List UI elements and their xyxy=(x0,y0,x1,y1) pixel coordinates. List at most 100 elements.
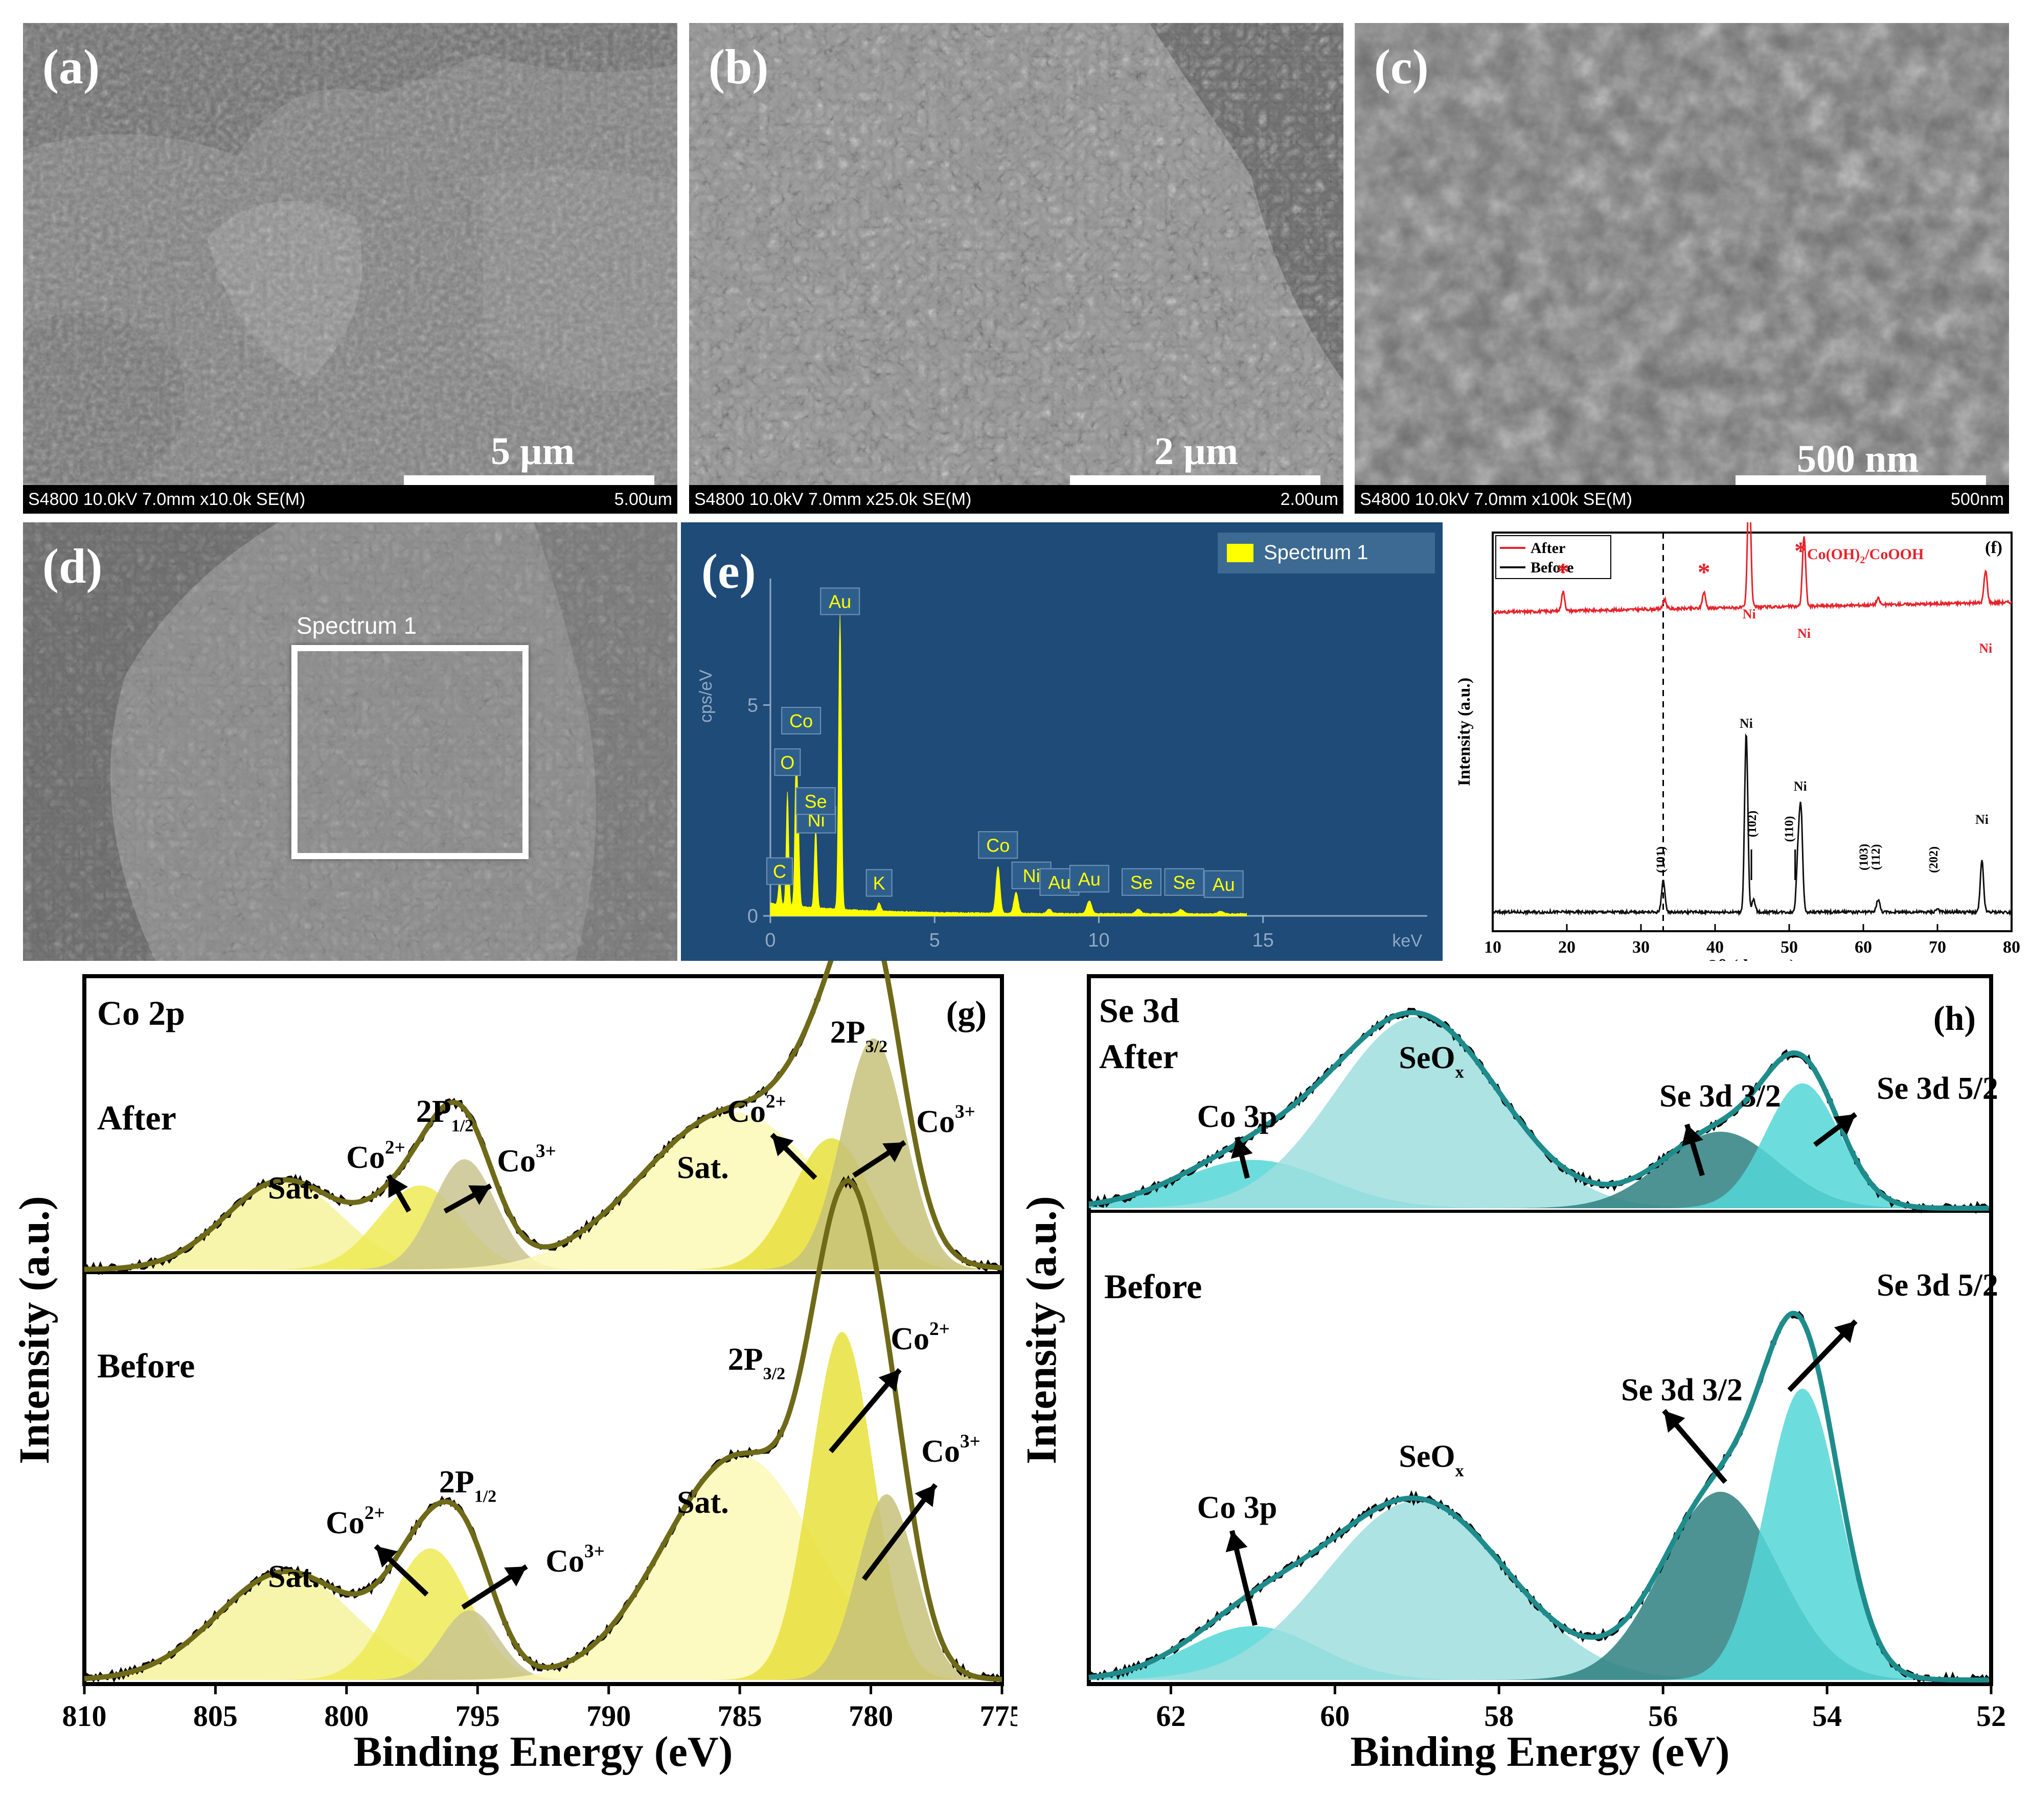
eds-y-label: cps/eV xyxy=(696,670,716,723)
co-frame xyxy=(82,974,1004,1686)
eds-peak-label: Se xyxy=(1173,872,1196,893)
eds-peak-label: O xyxy=(780,752,794,773)
se-after-label: After xyxy=(1099,1037,1178,1076)
xrd-annotation-ni: Ni xyxy=(1743,607,1756,621)
xrd-x-tick-label: 20 xyxy=(1558,938,1576,957)
se-before-se52: Se 3d 5/2 xyxy=(1877,1268,1998,1303)
xrd-legend-before: Before xyxy=(1531,559,1573,576)
xps-panel-g: 810 805 800 795 790 785 780 775 Binding Energy (… xyxy=(0,961,1017,1820)
co-after-sat2: Sat. xyxy=(677,1150,729,1185)
se-x-tick-label: 56 xyxy=(1648,1699,1678,1733)
se-before-se32: Se 3d 3/2 xyxy=(1621,1373,1743,1408)
scale-text-b: 2 µm xyxy=(1154,430,1239,473)
xrd-panel-f: 10203040506070802θ (degree)Intensity (a.… xyxy=(1452,522,2024,972)
co-x-tick-label: 785 xyxy=(718,1699,762,1733)
se-panel-label: (h) xyxy=(1933,999,1976,1038)
eds-peak-label: Se xyxy=(805,791,827,812)
eds-peak-label: Co xyxy=(986,835,1010,856)
eds-x-unit: keV xyxy=(1392,931,1422,951)
se-before-arrow-se32-head xyxy=(1664,1411,1685,1433)
sem-info-a: S4800 10.0kV 7.0mm x10.0k SE(M) xyxy=(28,490,306,509)
xrd-annotation-hkl: (110) xyxy=(1783,816,1796,842)
eds-peak-label: Co xyxy=(789,710,813,731)
co-before-arrow-co3-left-head xyxy=(504,1566,527,1587)
eds-peak-label: Ni xyxy=(1023,865,1040,886)
eds-y-tick-label: 5 xyxy=(747,695,758,717)
co-before-co3-left: Co3+ xyxy=(545,1541,605,1579)
xrd-x-tick-label: 50 xyxy=(1781,938,1798,957)
co-before-co2-left: Co2+ xyxy=(326,1503,385,1540)
co-x-tick-label: 795 xyxy=(455,1699,500,1733)
se-before-seox: SeOx xyxy=(1399,1439,1464,1481)
spectrum-box[interactable] xyxy=(291,645,529,859)
sem-footer-b: S4800 10.0kV 7.0mm x25.0k SE(M) 2.00um xyxy=(689,485,1343,514)
co-x-tick-label: 780 xyxy=(849,1699,893,1733)
co-after-2p12: 2P1/2 xyxy=(416,1094,473,1136)
xrd-annotation-hkl: (103) xyxy=(1858,844,1871,870)
xrd-x-tick-label: 10 xyxy=(1484,938,1501,957)
xrd-x-tick-label: 60 xyxy=(1855,938,1872,957)
se-x-label: Binding Energy (eV) xyxy=(1350,1728,1729,1776)
se-after-arrow-se52-head xyxy=(1833,1114,1856,1135)
co2p-chart: 810 805 800 795 790 785 780 775 Binding Energy (… xyxy=(11,961,1017,1776)
co-after-co2-right: Co2+ xyxy=(727,1091,786,1129)
co-x-label: Binding Energy (eV) xyxy=(353,1728,733,1776)
xrd-annotation-ni: Ni xyxy=(1979,641,1992,656)
eds-peak-label-box xyxy=(1122,868,1162,896)
xrd-star: * xyxy=(1557,558,1569,586)
xps-panel-h: 62 60 58 56 54 52 Binding Energy (eV) Intensity… xyxy=(1017,961,2031,1820)
eds-peak-label: Au xyxy=(829,591,851,612)
co-x-tick-label: 805 xyxy=(193,1699,238,1733)
se-before-label: Before xyxy=(1104,1267,1202,1306)
scale-text-a: 5 µm xyxy=(491,430,575,473)
eds-peak-label-box xyxy=(795,787,836,815)
se-x-tick-label: 58 xyxy=(1484,1699,1514,1733)
xrd-panel-label: (f) xyxy=(1985,538,2002,557)
scale-text-c: 500 nm xyxy=(1797,437,1919,480)
eds-peak-label-box xyxy=(766,857,793,885)
co-after-label: After xyxy=(97,1098,176,1137)
co-after-sat1: Sat. xyxy=(268,1171,320,1206)
panel-label-d: (d) xyxy=(42,539,103,593)
xrd-series-after xyxy=(1492,522,2013,616)
co-x-tick-label: 810 xyxy=(62,1699,107,1733)
se-y-label: Intensity (a.u.) xyxy=(1018,1196,1065,1464)
co-x-tick-label: 800 xyxy=(324,1699,369,1733)
xrd-x-tick-label: 80 xyxy=(2003,938,2020,957)
co-before-arrow-co2-left-head xyxy=(376,1546,398,1568)
co-before-component xyxy=(84,1494,1002,1680)
co-before-label: Before xyxy=(97,1346,195,1385)
se-x-tick-label: 60 xyxy=(1320,1699,1350,1733)
xrd-annotation-hkl: (202) xyxy=(1927,846,1941,873)
co-after-2p32: 2P3/2 xyxy=(830,1015,887,1056)
sem-scale-value-a: 5.00um xyxy=(614,490,672,509)
sem-info-c: S4800 10.0kV 7.0mm x100k SE(M) xyxy=(1360,490,1632,509)
eds-peak-label-box xyxy=(865,869,893,897)
eds-peak-label: Se xyxy=(1130,872,1153,893)
co-after-fit xyxy=(84,961,1002,1272)
xrd-annotation-ni: Ni xyxy=(1794,779,1807,794)
se-after-co3p: Co 3p xyxy=(1197,1099,1277,1134)
co-after-arrow-co3-left-head xyxy=(468,1185,491,1205)
sem-footer-c: S4800 10.0kV 7.0mm x100k SE(M) 500nm xyxy=(1355,485,2009,514)
se-title: Se 3d xyxy=(1099,991,1179,1030)
co-before-fit xyxy=(84,1178,1002,1682)
co-before-co3-right: Co3+ xyxy=(921,1431,980,1469)
sem-info-b: S4800 10.0kV 7.0mm x25.0k SE(M) xyxy=(694,490,972,509)
co-before-co2-right: Co2+ xyxy=(891,1319,950,1356)
co-after-component xyxy=(84,1038,1002,1270)
eds-x-tick-label: 15 xyxy=(1252,930,1274,951)
xrd-annotation-ni: Ni xyxy=(1975,812,1989,827)
eds-peak-label: K xyxy=(873,873,885,894)
panel-label-c: (c) xyxy=(1374,39,1429,94)
co-before-2p12: 2P1/2 xyxy=(439,1465,496,1506)
eds-peak-label: Au xyxy=(1213,874,1235,895)
xrd-legend xyxy=(1495,535,1611,579)
co-before-component xyxy=(84,1331,1002,1680)
se-frame xyxy=(1087,974,1993,1686)
co-after-component xyxy=(84,1138,1002,1270)
sem-texture-c xyxy=(1355,23,2009,514)
xrd-star: * xyxy=(1698,558,1710,586)
co-after-co3-left: Co3+ xyxy=(497,1141,556,1179)
